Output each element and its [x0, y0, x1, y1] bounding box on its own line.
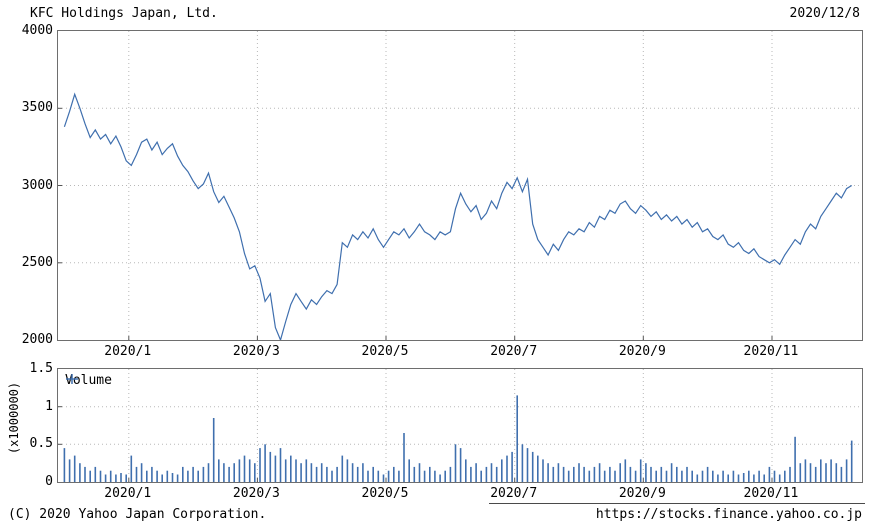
- axis-tick-label: 0.5: [29, 436, 53, 452]
- volume-y-axis-title: (x1000000): [7, 381, 21, 455]
- axis-tick-label: 2020/7: [490, 344, 538, 359]
- axis-tick-label: 2020/7: [490, 486, 538, 501]
- axis-tick-label: 2020/3: [232, 344, 280, 359]
- footer-divider: [489, 503, 865, 504]
- price-chart: [57, 30, 863, 341]
- axis-tick-label: 2020/5: [361, 486, 409, 501]
- chart-title: KFC Holdings Japan, Ltd.: [30, 6, 218, 21]
- axis-tick-label: 1: [45, 398, 53, 414]
- axis-tick-label: 2500: [21, 254, 53, 270]
- axis-tick-label: 2020/1: [104, 486, 152, 501]
- chart-date: 2020/12/8: [789, 6, 860, 21]
- axis-tick-label: 2020/9: [618, 344, 666, 359]
- axis-tick-label: 3500: [21, 100, 53, 116]
- axis-tick-label: 2020/5: [361, 344, 409, 359]
- source-url[interactable]: https://stocks.finance.yahoo.co.jp: [595, 507, 862, 522]
- axis-tick-label: 3000: [21, 177, 53, 193]
- axis-tick-label: 1.5: [29, 361, 53, 376]
- axis-tick-label: 2020/3: [232, 486, 280, 501]
- axis-tick-label: 2020/11: [743, 486, 799, 501]
- axis-tick-label: 2020/11: [743, 344, 799, 359]
- volume-bar-chart: [58, 369, 862, 482]
- volume-legend: Volume: [65, 373, 112, 388]
- copyright-text: (C) 2020 Yahoo Japan Corporation.: [8, 507, 267, 522]
- price-line-chart: [58, 31, 862, 340]
- axis-tick-label: 2020/1: [104, 344, 152, 359]
- axis-tick-label: 2000: [21, 332, 53, 347]
- volume-chart: Volume: [57, 368, 863, 483]
- volume-legend-label: Volume: [65, 373, 112, 388]
- volume-legend-line-icon: [66, 374, 78, 384]
- axis-tick-label: 0: [45, 474, 53, 489]
- axis-tick-label: 2020/9: [618, 486, 666, 501]
- axis-tick-label: 4000: [21, 23, 53, 38]
